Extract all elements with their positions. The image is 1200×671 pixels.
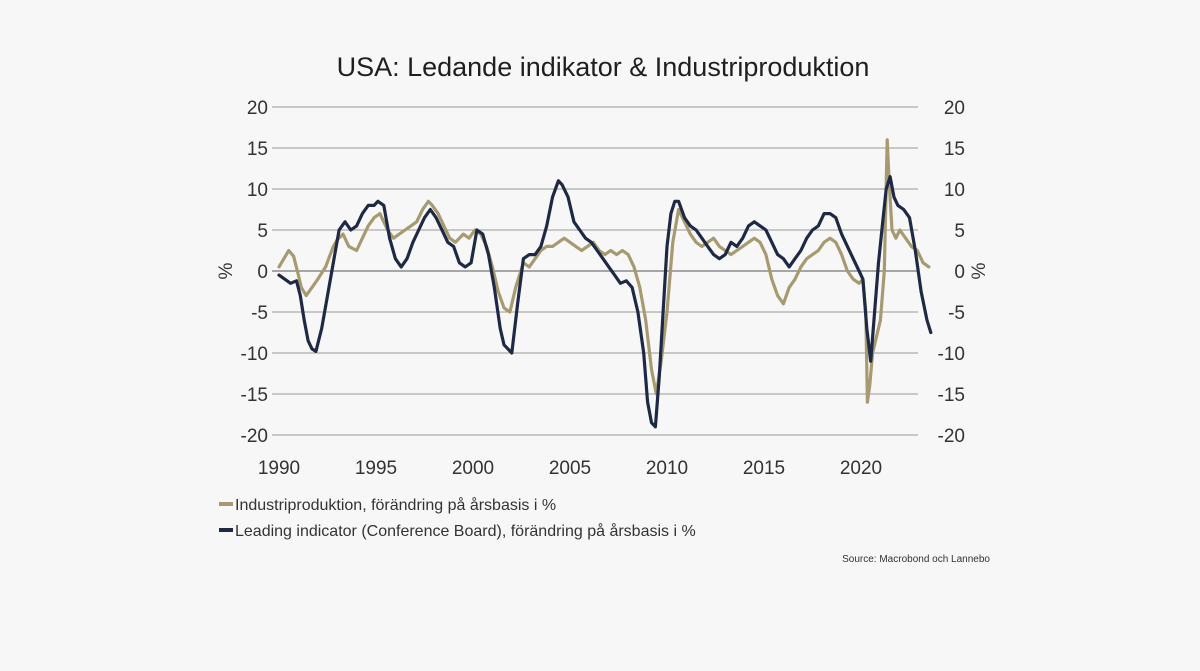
chart-title: USA: Ledande indikator & Industriprodukt… [337, 52, 870, 82]
y-tick-left: -15 [241, 385, 268, 406]
x-tick: 1995 [355, 458, 397, 479]
x-tick: 2020 [840, 458, 882, 479]
y-tick-right: 5 [954, 221, 965, 242]
gridlines [272, 106, 918, 436]
y-tick-right: -20 [938, 426, 965, 447]
x-axis: 1990 1995 2000 2005 2010 2015 2020 [258, 458, 882, 479]
x-tick: 2005 [549, 458, 591, 479]
legend-label-industriproduktion: Industriproduktion, förändring på årsbas… [235, 496, 556, 514]
series-line-leading-indicator [277, 175, 933, 429]
y-tick-left: 0 [257, 262, 268, 283]
left-y-axis: 20 15 10 5 0 -5 -10 -15 -20 [241, 98, 268, 447]
y-tick-right: -10 [938, 344, 965, 365]
y-tick-left: 15 [247, 139, 268, 160]
series-line-industriproduktion [277, 138, 931, 404]
x-tick: 2000 [452, 458, 494, 479]
y-tick-right: -5 [948, 303, 965, 324]
legend: Industriproduktion, förändring på årsbas… [219, 496, 696, 540]
y-tick-right: 20 [944, 98, 965, 119]
series-layer [277, 138, 933, 429]
x-tick: 2015 [743, 458, 785, 479]
right-axis-label: % [969, 262, 990, 279]
left-axis-label: % [216, 262, 237, 279]
source-note: Source: Macrobond och Lannebo [842, 554, 990, 565]
legend-label-leading-indicator: Leading indicator (Conference Board), fö… [235, 522, 696, 540]
y-tick-right: 10 [944, 180, 965, 201]
y-tick-left: 5 [257, 221, 268, 242]
y-tick-left: -5 [251, 303, 268, 324]
y-tick-left: 20 [247, 98, 268, 119]
right-y-axis: 20 15 10 5 0 -5 -10 -15 -20 [938, 98, 965, 447]
x-tick: 1990 [258, 458, 300, 479]
y-tick-left: -10 [241, 344, 268, 365]
x-tick: 2010 [646, 458, 688, 479]
y-tick-left: -20 [241, 426, 268, 447]
y-tick-right: 0 [954, 262, 965, 283]
y-tick-right: 15 [944, 139, 965, 160]
y-tick-right: -15 [938, 385, 965, 406]
y-tick-left: 10 [247, 180, 268, 201]
